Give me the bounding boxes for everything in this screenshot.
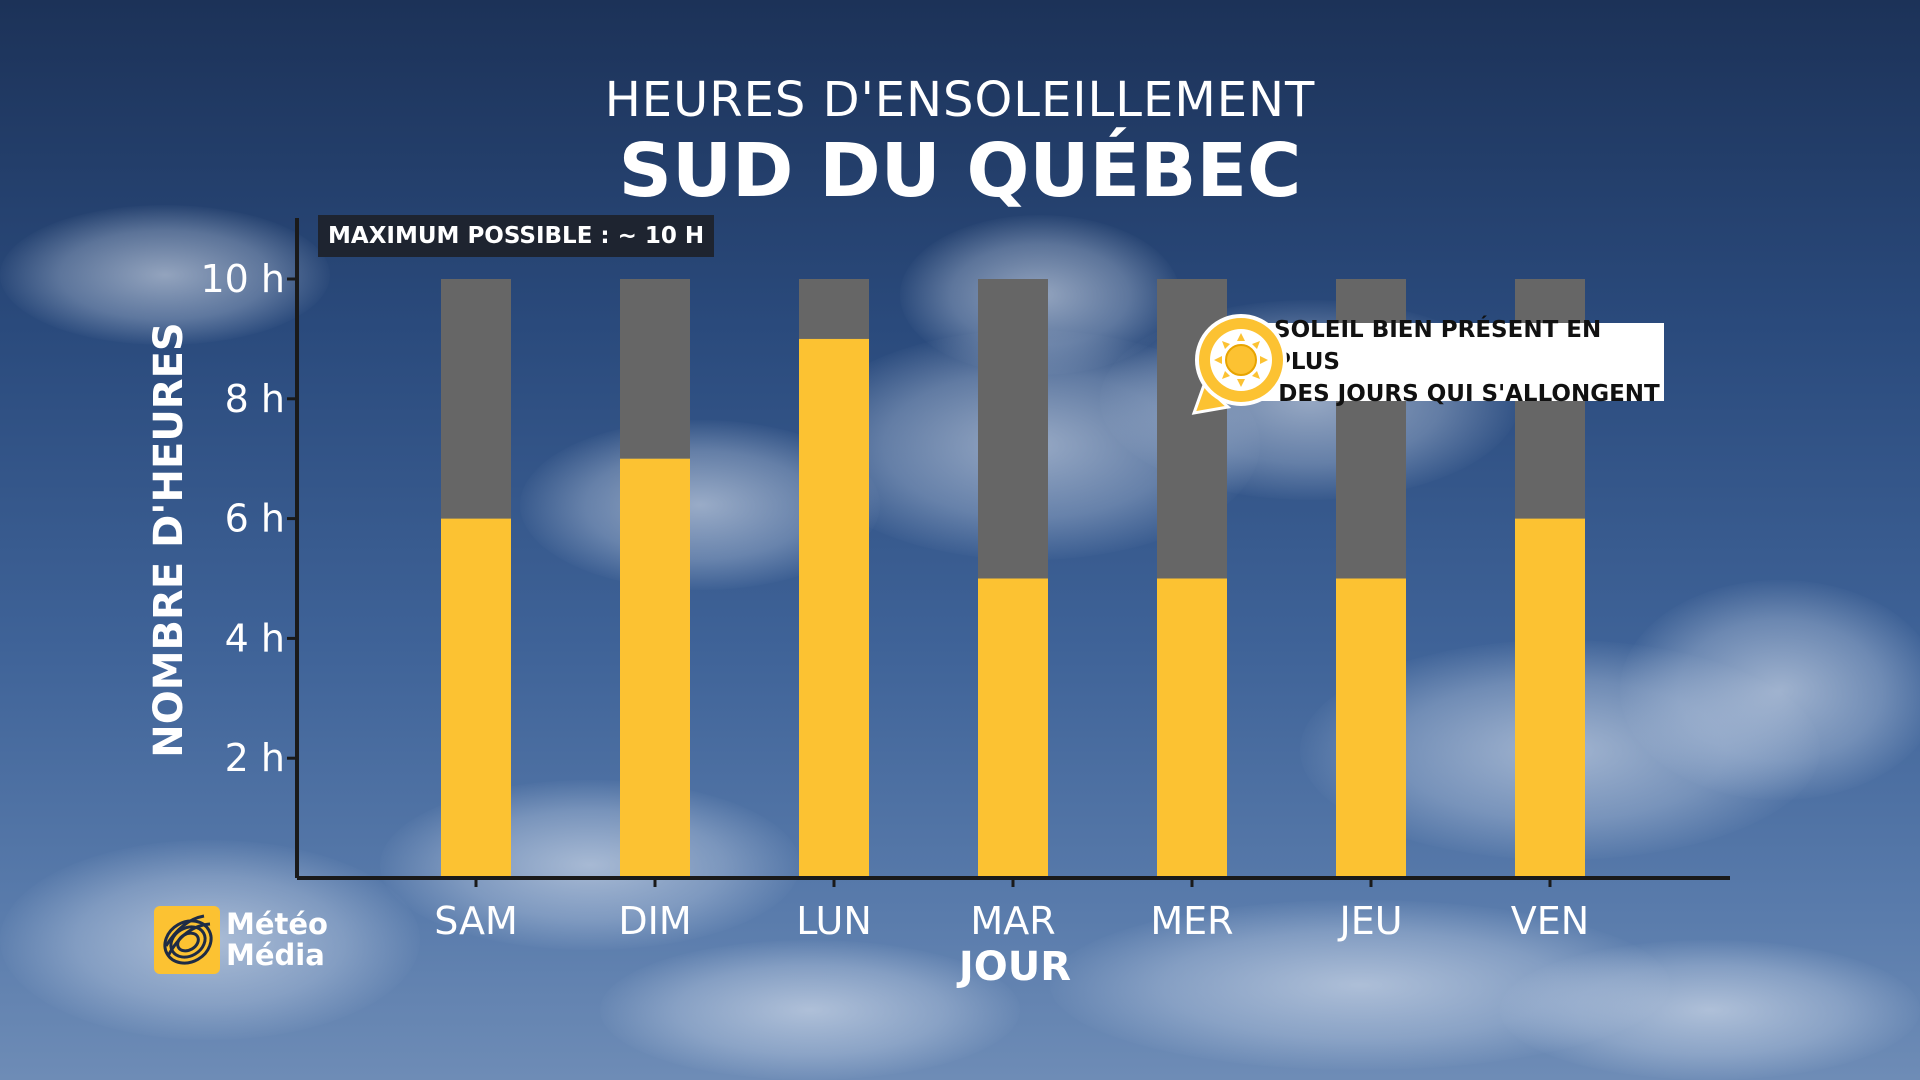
bar-sunshine-mer [1157, 578, 1227, 878]
x-tick-label: JEU [1337, 899, 1402, 943]
x-tick-label: SAM [434, 899, 518, 943]
bar-sunshine-sam [441, 518, 511, 878]
annotation-text-box: SOLEIL BIEN PRÉSENT EN PLUS DES JOURS QU… [1256, 317, 1664, 407]
y-axis-label: NOMBRE D'HEURES [146, 322, 192, 758]
annotation-line-1: SOLEIL BIEN PRÉSENT EN PLUS [1274, 317, 1602, 375]
bar-remaining-sam [441, 279, 511, 519]
annotation-line-2: DES JOURS QUI S'ALLONGENT [1278, 381, 1660, 407]
chart-subtitle: SUD DU QUÉBEC [618, 128, 1302, 214]
bar-remaining-dim [620, 279, 690, 459]
x-axis-label: JOUR [958, 944, 1072, 990]
x-tick-label: MAR [970, 899, 1055, 943]
bar-sunshine-ven [1515, 518, 1585, 878]
meteomedia-logo-icon [154, 906, 220, 974]
bar-sunshine-jeu [1336, 578, 1406, 878]
bar-sunshine-lun [799, 338, 869, 878]
bar-remaining-lun [799, 279, 869, 339]
x-tick-label: DIM [618, 899, 691, 943]
y-tick-label: 10 h [200, 257, 285, 301]
meteomedia-logo: Météo Média [154, 906, 328, 974]
bar-remaining-mar [978, 279, 1048, 579]
y-tick-label: 4 h [225, 616, 285, 660]
axes-layer: SAM DIM LUN MAR MER JEU VEN 2 h 4 h 6 h 8 h 10 h [200, 218, 1730, 943]
maximum-possible-badge: MAXIMUM POSSIBLE : ~ 10 H [318, 215, 715, 257]
bar-sunshine-dim [620, 458, 690, 878]
chart-title: HEURES D'ENSOLEILLEMENT [604, 72, 1316, 128]
logo-text-line-1: Météo [226, 907, 328, 941]
logo-text-line-2: Média [226, 938, 325, 972]
y-tick-label: 2 h [225, 736, 285, 780]
x-tick-label: LUN [796, 899, 872, 943]
x-tick-label: MER [1150, 899, 1233, 943]
y-tick-label: 8 h [225, 377, 285, 421]
logo-text: Météo Média [226, 909, 328, 971]
y-tick-label: 6 h [225, 497, 285, 541]
x-tick-label: VEN [1511, 899, 1589, 943]
sun-icon [1191, 314, 1287, 415]
bar-sunshine-mar [978, 578, 1048, 878]
